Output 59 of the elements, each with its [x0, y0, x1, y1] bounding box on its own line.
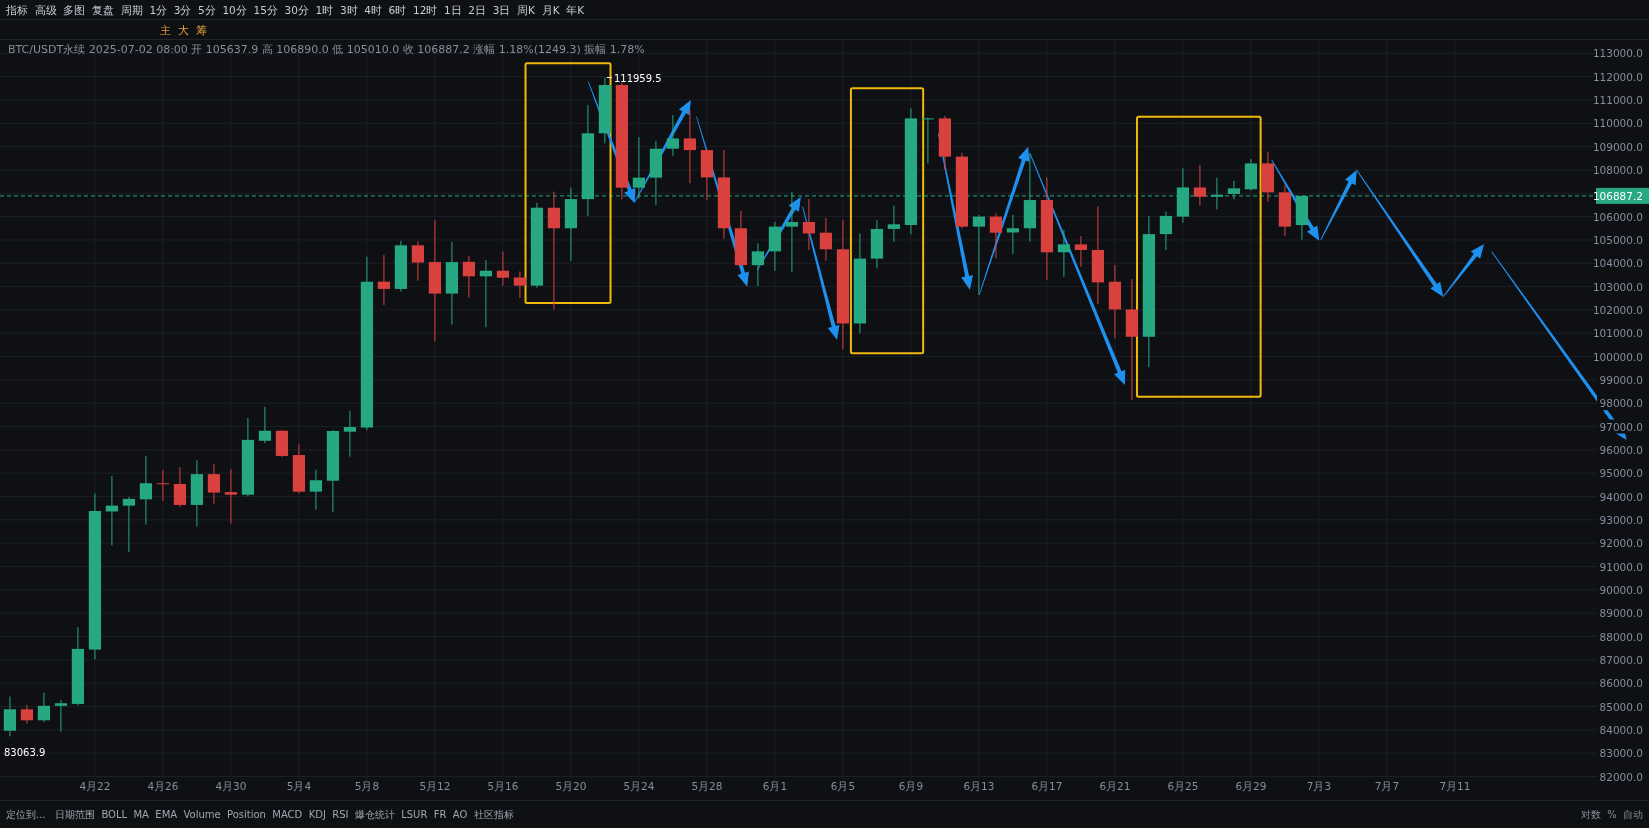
x-tick-label: 7月7 — [1374, 780, 1400, 792]
y-tick-label: 88000.0 — [1599, 630, 1643, 643]
chart-title: BTC/USDT永续 2025-07-02 08:00 开 105637.9 高 106890.0 低 105010.0 收 106887.2 涨幅 1.18%(1249.3) 振幅 1.78% — [8, 43, 645, 56]
y-tick-label: 83000.0 — [1599, 747, 1643, 760]
x-tick-label: 5月16 — [487, 780, 519, 792]
text: 对数 % 自动 — [1580, 809, 1643, 820]
annotation: 111959.5 — [606, 72, 662, 84]
y-tick-label: 99000.0 — [1599, 373, 1643, 386]
y-tick-label: 90000.0 — [1599, 583, 1643, 596]
y-tick-label: 108000.0 — [1592, 163, 1643, 176]
x-tick-label: 5月4 — [286, 780, 312, 792]
y-tick-label: 101000.0 — [1592, 327, 1643, 340]
y-tick-label: 95000.0 — [1599, 467, 1643, 480]
x-tick-label: 5月24 — [623, 780, 655, 792]
y-tick-label: 98000.0 — [1599, 397, 1643, 410]
x-tick-label: 6月21 — [1099, 780, 1131, 792]
x-tick-label: 5月12 — [419, 780, 451, 792]
x-tick-label: 6月1 — [762, 780, 788, 792]
x-tick-label: 7月11 — [1439, 780, 1471, 792]
x-tick-label: 4月22 — [79, 780, 111, 792]
x-tick-label: 6月5 — [830, 780, 856, 792]
y-tick-label: 85000.0 — [1599, 700, 1643, 713]
y-tick-label: 111000.0 — [1592, 93, 1643, 106]
x-tick-label: 7月3 — [1306, 780, 1332, 792]
y-tick-label: 97000.0 — [1599, 420, 1643, 433]
y-tick-label: 102000.0 — [1592, 303, 1643, 316]
y-tick-label: 104000.0 — [1592, 257, 1643, 270]
y-tick-label: 94000.0 — [1599, 490, 1643, 503]
x-tick-label: 6月29 — [1235, 780, 1267, 792]
text: 主 大 筹 — [160, 24, 207, 37]
x-tick-label: 6月17 — [1031, 780, 1063, 792]
y-tick-label: 82000.0 — [1599, 770, 1643, 783]
y-tick-label: 84000.0 — [1599, 723, 1643, 736]
y-tick-label: 89000.0 — [1599, 607, 1643, 620]
y-tick-label: 92000.0 — [1599, 537, 1643, 550]
x-tick-label: 6月9 — [898, 780, 924, 792]
y-tick-label: 91000.0 — [1599, 560, 1643, 573]
x-tick-label: 4月26 — [147, 780, 179, 792]
text: 定位到... 日期范围 BOLL MA EMA Volume Position MACD KDJ RSI 爆仓统计 LSUR FR AO 社区指标 — [6, 809, 514, 820]
y-tick-label: 96000.0 — [1599, 443, 1643, 456]
y-tick-label: 87000.0 — [1599, 653, 1643, 666]
y-tick-label: 109000.0 — [1592, 140, 1643, 153]
y-tick-label: 110000.0 — [1592, 117, 1643, 130]
y-tick-label: 93000.0 — [1599, 513, 1643, 526]
y-tick-label: 105000.0 — [1592, 233, 1643, 246]
x-tick-label: 5月8 — [354, 780, 380, 792]
y-tick-label: 86000.0 — [1599, 677, 1643, 690]
y-tick-label: 106000.0 — [1592, 210, 1643, 223]
y-tick-label: 100000.0 — [1592, 350, 1643, 363]
x-tick-label: 5月28 — [691, 780, 723, 792]
annotation: 83063.9 — [4, 747, 46, 758]
x-tick-label: 4月30 — [215, 780, 247, 792]
x-tick-label: 6月13 — [963, 780, 995, 792]
x-tick-label: 6月25 — [1167, 780, 1199, 792]
y-tick-label: 103000.0 — [1592, 280, 1643, 293]
y-tick-label: 113000.0 — [1592, 47, 1643, 60]
x-tick-label: 5月20 — [555, 780, 587, 792]
text: 指标 高级 多图 复盘 周期 1分 3分 5分 10分 15分 30分 1时 3时 4时 6时 12时 1日 2日 3日 周K 月K 年K — [5, 4, 586, 16]
y-tick-label: 112000.0 — [1592, 70, 1643, 83]
